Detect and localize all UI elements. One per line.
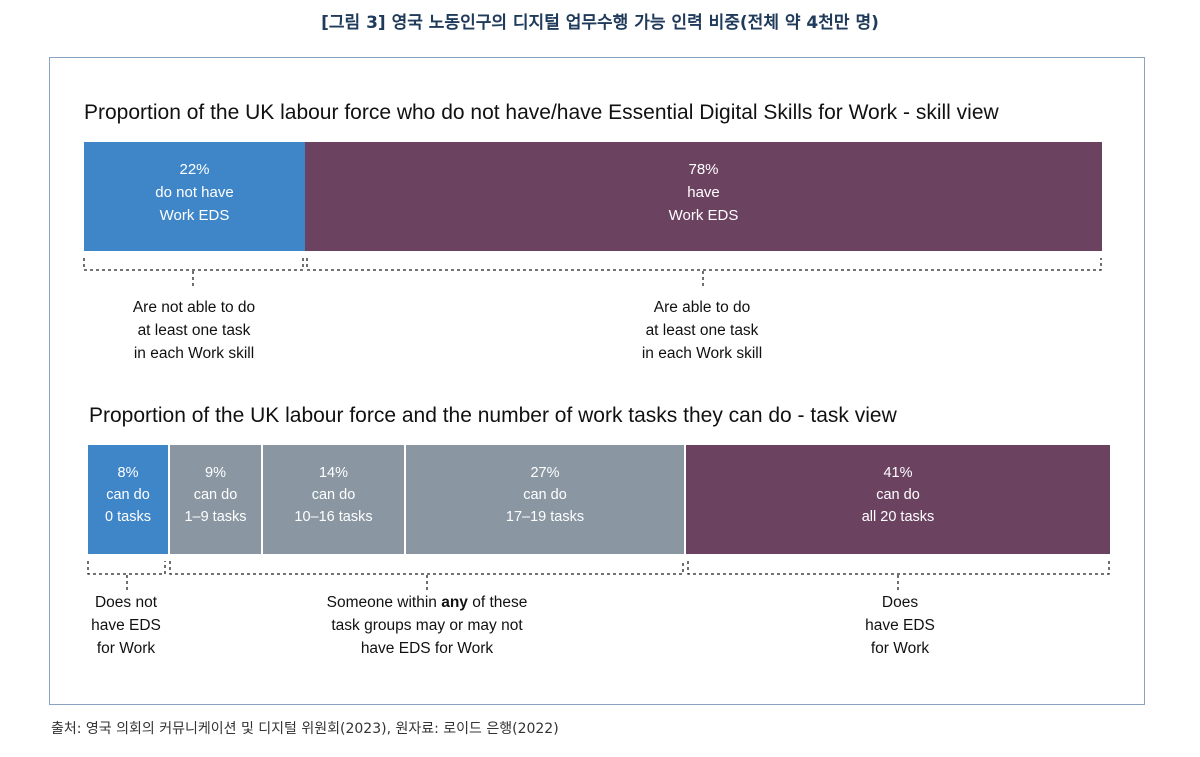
bracket-0-tasks	[87, 561, 166, 575]
annotation-line: at least one task	[645, 322, 759, 339]
annotation-line: for Work	[96, 640, 156, 657]
annotation-does-not-have-eds: Does not have EDS for Work	[76, 591, 176, 660]
bracket-all-tasks	[687, 561, 1110, 575]
annotation-emphasis: any	[441, 594, 468, 611]
segment-label-line: Work EDS	[668, 207, 739, 224]
segment-label-line: 9%	[205, 465, 226, 481]
segment-label-line: 17–19 tasks	[505, 509, 585, 525]
bar-segment-0-tasks: 8% can do 0 tasks	[88, 445, 168, 554]
bar-segment-no-eds: 22% do not have Work EDS	[84, 142, 305, 251]
segment-label-line: do not have	[155, 184, 234, 201]
annotation-line: in each Work skill	[641, 345, 763, 362]
segment-label-line: can do	[876, 487, 920, 503]
bar-segment-all-20-tasks: 41% can do all 20 tasks	[686, 445, 1110, 554]
segment-label-line: 14%	[318, 465, 349, 481]
annotation-does-have-eds: Does have EDS for Work	[845, 591, 955, 660]
annotation-line: have EDS	[91, 617, 161, 634]
segment-label-line: all 20 tasks	[861, 509, 935, 525]
segment-label-line: 1–9 tasks	[184, 509, 247, 525]
annotation-not-able: Are not able to do at least one task in …	[94, 296, 294, 365]
chart-frame	[49, 57, 1145, 705]
annotation-line: have EDS for Work	[360, 640, 494, 657]
segment-label-line: can do	[106, 487, 150, 503]
annotation-line: at least one task	[137, 322, 251, 339]
segment-label-line: can do	[523, 487, 567, 503]
annotation-line: have EDS	[865, 617, 935, 634]
annotation-line: Does not	[94, 594, 158, 611]
annotation-text: of these	[467, 594, 528, 611]
segment-label-line: 41%	[883, 465, 913, 481]
annotation-line: Are able to do	[653, 299, 751, 316]
bar-segment-1-9-tasks: 9% can do 1–9 tasks	[170, 445, 261, 554]
segment-label-line: 27%	[530, 465, 560, 481]
chart-title-skill-view: Proportion of the UK labour force who do…	[84, 101, 999, 124]
annotation-line: Someone within any of these	[292, 591, 562, 614]
segment-label-line: Work EDS	[159, 207, 230, 224]
annotation-line: in each Work skill	[133, 345, 255, 362]
segment-label-line: 78%	[688, 161, 719, 178]
segment-label-line: 8%	[117, 465, 139, 481]
segment-label-line: have	[687, 184, 720, 201]
segment-label-line: can do	[193, 487, 238, 503]
annotation-line: Are not able to do	[132, 299, 256, 316]
bracket-no-eds	[83, 258, 304, 271]
segment-label-line: 10–16 tasks	[294, 509, 373, 525]
bar-segment-10-16-tasks: 14% can do 10–16 tasks	[263, 445, 404, 554]
bar-segment-17-19-tasks: 27% can do 17–19 tasks	[406, 445, 684, 554]
annotation-able: Are able to do at least one task in each…	[590, 296, 814, 365]
bracket-have-eds	[306, 258, 1102, 271]
segment-label-line: 0 tasks	[105, 509, 151, 525]
annotation-any-task-group: Someone within any of these task groups …	[292, 591, 562, 660]
annotation-line: for Work	[870, 640, 930, 657]
annotation-line: task groups may or may not	[331, 617, 523, 634]
segment-label-line: can do	[311, 487, 356, 503]
chart-title-task-view: Proportion of the UK labour force and th…	[89, 404, 897, 427]
figure-title: [그림 3] 영국 노동인구의 디지털 업무수행 가능 인력 비중(전체 약 4…	[321, 13, 879, 33]
annotation-text: Someone within	[326, 594, 442, 611]
bar-segment-have-eds: 78% have Work EDS	[305, 142, 1102, 251]
bracket-task-groups	[169, 561, 684, 575]
annotation-line: Does	[881, 594, 919, 611]
segment-label-line: 22%	[179, 161, 210, 178]
source-note: 출처: 영국 의회의 커뮤니케이션 및 디지털 위원회(2023), 원자료: …	[51, 721, 559, 737]
